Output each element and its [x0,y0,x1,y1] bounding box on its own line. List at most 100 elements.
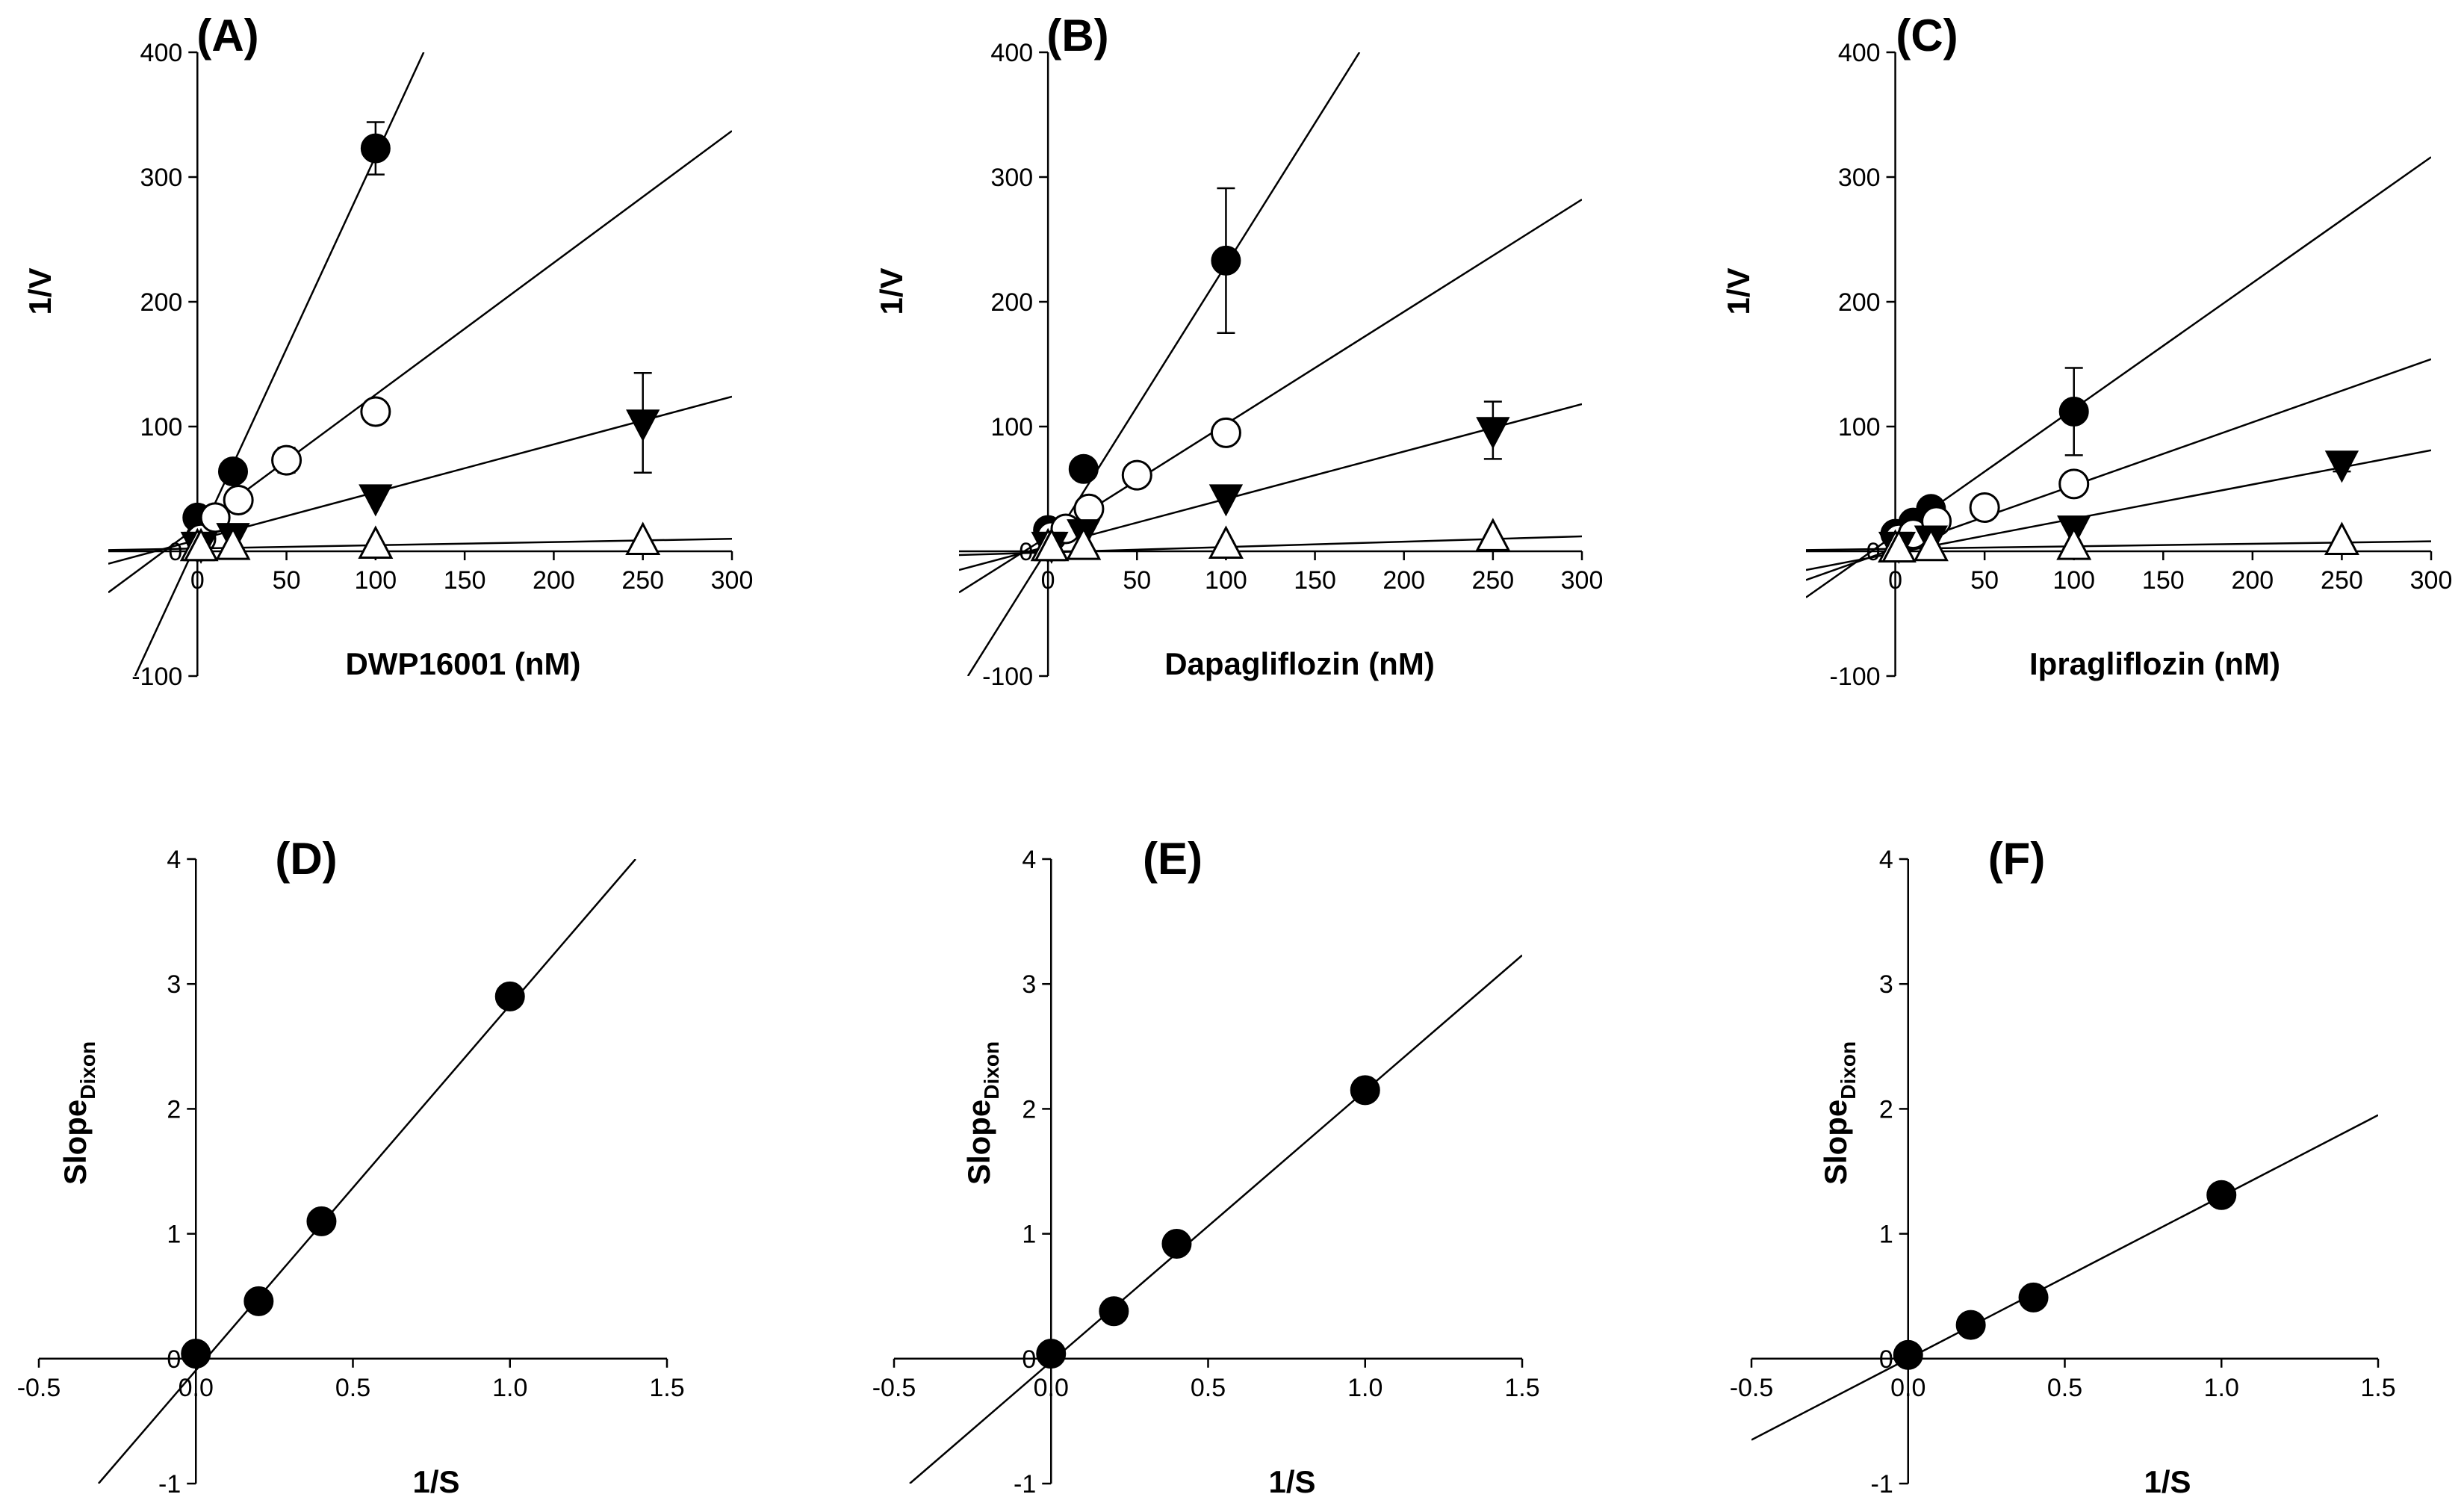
data-point [1350,1075,1380,1106]
panel-label: (E) [1143,834,1202,884]
y-tick-label: 1 [1879,1221,1893,1249]
y-tick-label: 2 [1022,1095,1036,1124]
data-point [1034,527,1070,562]
fit-line [966,52,1361,676]
x-tick-label: 150 [1294,566,1336,595]
data-point [1099,1296,1129,1327]
data-point [1893,1339,1923,1370]
y-tick-label: 200 [1838,288,1881,317]
x-tick-label: 0.5 [2047,1374,2082,1402]
data-point [183,527,219,562]
x-tick-label: 250 [1471,566,1514,595]
data-point [2324,521,2359,555]
data-point [360,396,391,427]
y-tick-label: 100 [990,413,1033,441]
data-point [1969,492,2000,524]
data-point [359,484,393,517]
x-tick-label: 100 [2052,566,2095,595]
data-point [215,526,251,560]
y-axis-label-main: 1/V [874,267,909,314]
y-axis-label: 1/V [22,267,58,314]
y-axis-label-subscript: Dixon [980,1041,1003,1100]
x-tick-label: 50 [1970,566,1999,595]
x-tick-label: -0.5 [17,1374,61,1402]
y-axis-label: 1/V [874,267,909,314]
data-point [1066,526,1102,560]
chart-panel: 050100150200250300-1000100200300400(B)Da… [874,10,1603,691]
chart-panel: -0.5 0.0 0.5 1.0 1.5 -1 0 1 2 3 4 (E) 1/S SlopeDixon [872,834,1540,1499]
y-tick-label: -1 [1871,1470,1893,1499]
x-tick-label: 1.0 [1347,1374,1382,1402]
x-tick-label: 250 [621,566,664,595]
y-tick-label: 4 [1879,846,1893,874]
y-axis-label-subscript: Dixon [1837,1041,1860,1100]
data-point [271,444,302,476]
y-tick-label: 1 [167,1221,181,1249]
y-axis-label: SlopeDixon [1818,1041,1860,1185]
x-tick-label: 0.0 [1890,1374,1925,1402]
data-point [1881,529,1917,563]
chart-panel: -0.5 0.0 0.5 1.0 1.5 -1 0 1 2 3 4 (D) 1/S SlopeDixon [17,834,685,1499]
x-tick-label: 200 [1382,566,1425,595]
y-tick-label: 0 [1866,538,1881,566]
x-tick-label: 100 [1205,566,1247,595]
data-point [626,409,660,442]
y-tick-label: 400 [140,39,183,67]
x-axis-label: DWP16001 (nM) [345,646,580,681]
x-axis-label: 1/S [1268,1464,1315,1499]
x-tick-label: 0.0 [179,1374,214,1402]
y-tick-label: 100 [140,413,183,441]
x-tick-label: 150 [2142,566,2185,595]
data-point [1913,527,1949,562]
x-tick-label: 200 [533,566,575,595]
x-tick-label: 0.5 [1191,1374,1226,1402]
x-tick-label: 0 [190,566,205,595]
data-point [181,1339,211,1369]
x-tick-label: 0.5 [335,1374,370,1402]
chart-panel: 0 50 100 150 200 250 300 -100 0 100 200 300 400 (C) Ip… [1721,10,2452,691]
y-tick-label: 400 [990,39,1033,67]
y-tick-label: 2 [167,1095,181,1124]
x-tick-label: 300 [711,566,754,595]
y-tick-label: 2 [1879,1095,1893,1124]
y-axis-label-main: 1/V [22,267,58,314]
y-tick-label: 1 [1022,1221,1036,1249]
x-tick-label: 300 [2410,566,2453,595]
y-tick-label: 4 [167,846,181,874]
x-tick-label: 0.0 [1034,1374,1069,1402]
y-tick-label: 100 [1838,413,1881,441]
y-tick-label: 300 [990,164,1033,192]
chart-panel: -0.5 0.0 0.5 1.0 1.5 -1 0 1 2 3 4 (F) 1/S SlopeDixon [1730,834,2396,1499]
y-axis-label: 1/V [1721,267,1756,314]
x-tick-label: 150 [444,566,486,595]
x-tick-label: 50 [1123,566,1151,595]
y-tick-label: -1 [158,1470,181,1499]
x-tick-label: 1.0 [2204,1374,2239,1402]
x-tick-label: 0 [1888,566,1902,595]
data-point [1121,459,1152,491]
data-point [358,525,394,559]
x-tick-label: 250 [2321,566,2363,595]
x-tick-label: 50 [273,566,301,595]
y-tick-label: 200 [990,288,1033,317]
y-tick-label: 3 [167,970,181,999]
y-tick-label: -100 [1830,663,1881,691]
data-point [1073,493,1105,524]
data-point [625,521,661,555]
data-point [2206,1180,2237,1210]
fit-line [909,954,1522,1484]
y-axis-label-main: Slope [961,1100,996,1185]
y-tick-label: 300 [140,164,183,192]
x-tick-label: 1.5 [649,1374,684,1402]
y-tick-label: -100 [131,663,182,691]
y-tick-label: 400 [1838,39,1881,67]
x-axis-label: Ipragliflozin (nM) [2029,646,2280,681]
data-point [2058,468,2090,500]
y-tick-label: 300 [1838,164,1881,192]
panel-label: (F) [1988,834,2046,884]
x-tick-label: -0.5 [1730,1374,1774,1402]
y-tick-label: 4 [1022,846,1036,874]
data-point [223,485,254,516]
